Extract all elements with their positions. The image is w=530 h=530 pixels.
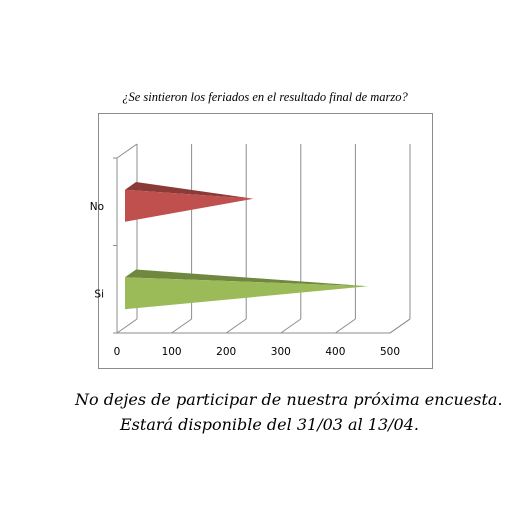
x-tick-label: 0 bbox=[114, 346, 121, 358]
floor-gridline bbox=[389, 318, 411, 334]
bar-si bbox=[125, 277, 369, 310]
footer-line-1: No dejes de participar de nuestra próxim… bbox=[75, 390, 503, 409]
x-tick-label: 400 bbox=[325, 346, 345, 358]
floor-gridline bbox=[335, 318, 356, 334]
y-category-label: No bbox=[90, 201, 104, 213]
floor-gridline bbox=[225, 318, 247, 334]
bar-no bbox=[125, 189, 254, 222]
y-category-label: Si bbox=[94, 288, 104, 300]
floor-gridline bbox=[280, 318, 302, 334]
chart-frame bbox=[98, 113, 433, 369]
x-tick-label: 300 bbox=[271, 346, 291, 358]
bar-top-face bbox=[125, 269, 369, 287]
floor-outline bbox=[117, 318, 411, 334]
x-tick-label: 500 bbox=[380, 346, 400, 358]
x-tick-label: 100 bbox=[162, 346, 182, 358]
footer-line-2: Estará disponible del 31/03 al 13/04. bbox=[120, 415, 419, 434]
floor-gridline bbox=[171, 318, 192, 334]
bar-top-face bbox=[125, 182, 254, 199]
floor-gridline bbox=[116, 318, 138, 334]
y-axis-top bbox=[116, 143, 138, 159]
chart-title: ¿Se sintieron los feriados en el resulta… bbox=[122, 90, 408, 104]
x-tick-label: 200 bbox=[216, 346, 236, 358]
